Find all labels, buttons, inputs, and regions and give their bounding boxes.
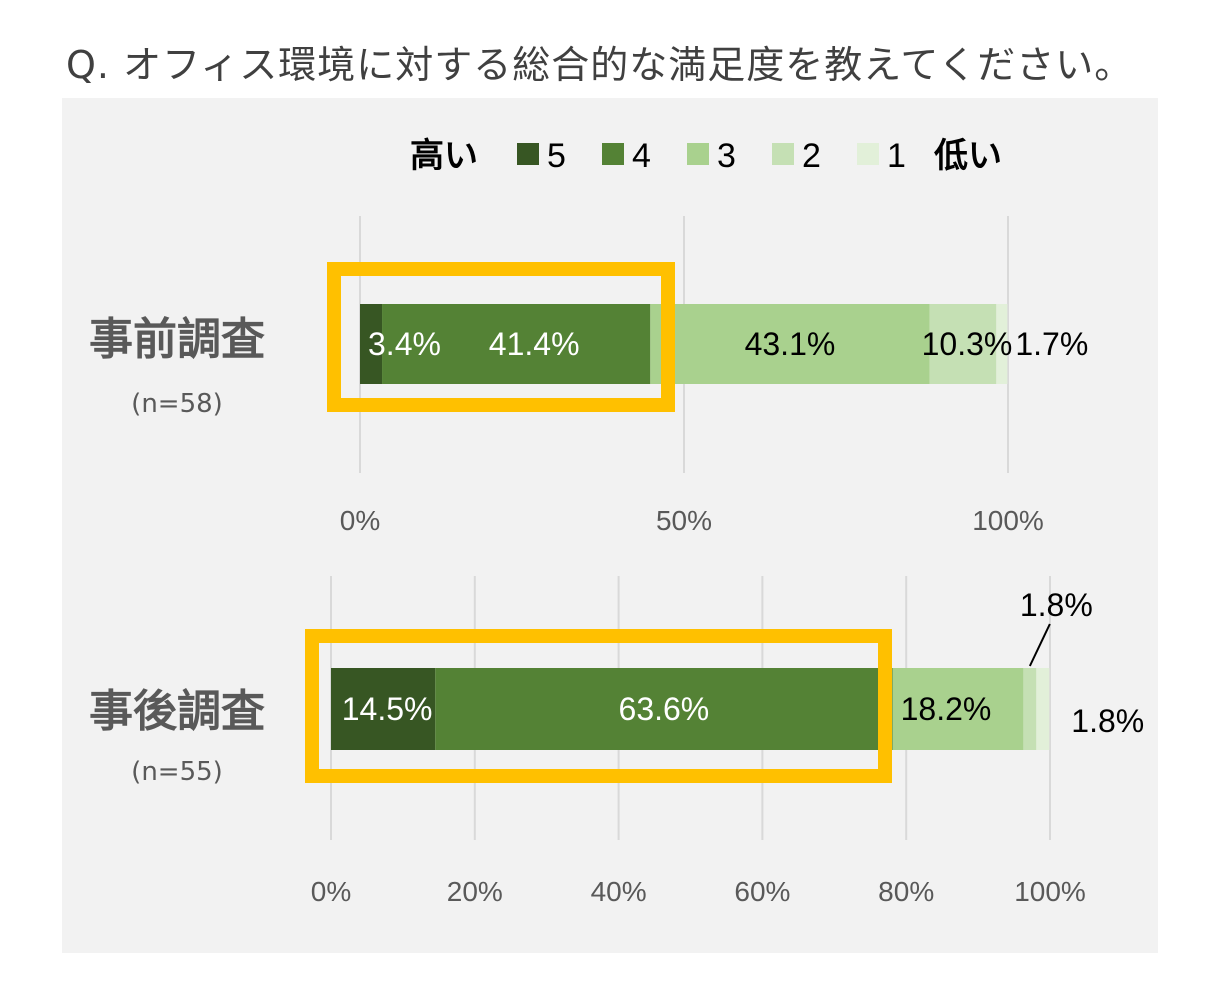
- bar-segment-2: [929, 304, 997, 384]
- x-tick-label: 80%: [878, 876, 934, 907]
- legend-swatch-4: [602, 143, 624, 165]
- bar-segment-4: [435, 668, 893, 750]
- category-label: 事前調査: [89, 314, 265, 365]
- data-label-5: 14.5%: [342, 691, 433, 727]
- x-tick-label: 50%: [656, 505, 712, 536]
- legend-swatch-1: [857, 143, 879, 165]
- legend-swatch-5: [517, 143, 539, 165]
- data-label-3: 43.1%: [745, 326, 836, 362]
- data-label-2: 1.8%: [1020, 587, 1093, 623]
- legend-high-label: 高い: [410, 136, 478, 176]
- data-label-5: 3.4%: [368, 326, 441, 362]
- highlight-box: [305, 629, 892, 783]
- chart-pre-survey: 0% 50% 100% 事前調査 (n=58) 3.4% 41.4% 43.1% 10.3% 1.…: [89, 216, 1088, 536]
- highlight-box: [327, 262, 675, 412]
- legend-label-2: 2: [802, 137, 821, 175]
- x-tick-label: 20%: [447, 876, 503, 907]
- legend-label-4: 4: [632, 137, 651, 175]
- leader-line: [1028, 623, 1051, 667]
- legend-label-3: 3: [717, 137, 736, 175]
- x-tick-label: 100%: [972, 505, 1044, 536]
- x-tick-label: 60%: [734, 876, 790, 907]
- bar-segment-3: [650, 304, 930, 384]
- legend: 高い 5 4 3 2 1 低い: [410, 136, 1002, 176]
- chart-panel: 高い 5 4 3 2 1 低い 0% 50% 100% 事前調査 (n=58) 3.4% 41.4% 43…: [62, 98, 1158, 953]
- legend-swatch-2: [772, 143, 794, 165]
- chart-post-survey: 0% 20% 40% 60% 80% 100% 事後調査 (n=55) 14.5% 63.6% 18…: [89, 576, 1144, 907]
- bar-segment-3: [892, 668, 1024, 750]
- data-label-4: 41.4%: [489, 326, 580, 362]
- data-label-4: 63.6%: [619, 691, 710, 727]
- legend-low-label: 低い: [934, 136, 1002, 176]
- bar-segment-1: [996, 304, 1008, 384]
- chart-svg: 高い 5 4 3 2 1 低い 0% 50% 100% 事前調査 (n=58) 3.4% 41.4% 43…: [89, 136, 1144, 907]
- bar-segment-4: [382, 304, 651, 384]
- category-label: 事後調査: [89, 686, 265, 737]
- bar-segment-5: [360, 304, 383, 384]
- x-tick-label: 40%: [591, 876, 647, 907]
- data-label-1: 1.8%: [1071, 703, 1144, 739]
- x-tick-label: 100%: [1014, 876, 1086, 907]
- legend-label-5: 5: [547, 137, 566, 175]
- data-label-2: 10.3%: [922, 326, 1013, 362]
- legend-swatch-3: [687, 143, 709, 165]
- question-title: Q. オフィス環境に対する総合的な満足度を教えてください。: [66, 43, 1134, 87]
- data-label-3: 18.2%: [901, 691, 992, 727]
- data-label-1: 1.7%: [1015, 326, 1088, 362]
- sample-size-label: (n=58): [131, 389, 223, 419]
- x-tick-label: 0%: [311, 876, 351, 907]
- bar-segment-1: [1036, 668, 1050, 750]
- legend-label-1: 1: [887, 137, 906, 175]
- x-tick-label: 0%: [340, 505, 380, 536]
- bar-segment-2: [1023, 668, 1037, 750]
- bar-segment-5: [331, 668, 436, 750]
- sample-size-label: (n=55): [131, 757, 223, 787]
